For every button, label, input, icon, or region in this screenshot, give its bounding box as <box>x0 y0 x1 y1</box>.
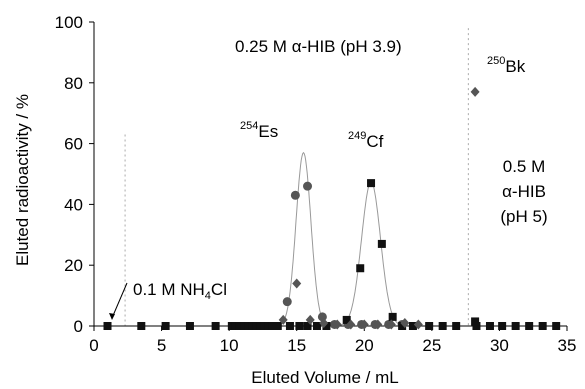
eluent-change-lines <box>124 28 469 326</box>
square-point <box>285 322 294 330</box>
annotation-hib-ph39: 0.25 M α-HIB (pH 3.9) <box>235 37 402 56</box>
y-axis-label: Eluted radioactivity / % <box>13 94 32 266</box>
diamond-point <box>278 314 288 325</box>
square-point <box>398 322 407 330</box>
x-tick-label: 35 <box>558 336 577 355</box>
square-point <box>498 322 507 330</box>
square-point <box>322 322 331 330</box>
square-point <box>342 315 351 324</box>
square-point <box>260 322 269 330</box>
square-point <box>103 322 112 330</box>
circle-point <box>282 297 292 307</box>
square-point <box>312 322 321 330</box>
x-tick-label: 30 <box>490 336 509 355</box>
x-axis-label: Eluted Volume / mL <box>251 368 398 387</box>
y-tick-label: 80 <box>64 74 83 93</box>
diamond-point <box>413 319 423 330</box>
square-point <box>525 322 534 330</box>
diamond-point <box>359 319 369 330</box>
square-point <box>485 322 494 330</box>
square-point <box>356 264 365 273</box>
circle-point <box>303 181 313 191</box>
square-point <box>295 322 304 330</box>
annotation-nh4cl-text: 0.1 M NH4Cl <box>133 280 227 302</box>
arrow-head-icon <box>109 313 115 320</box>
annotation-hib-ph5-line1: 0.5 M <box>503 157 546 176</box>
square-point <box>268 322 277 330</box>
square-point <box>235 322 244 330</box>
diamond-point <box>373 319 383 330</box>
tick-labels: 0 5 10 15 20 25 30 35 0 20 40 60 80 100 <box>55 13 577 355</box>
square-point <box>452 322 461 330</box>
peak-fit-curves <box>273 151 409 327</box>
square-point <box>377 239 386 248</box>
annotation-hib-ph5-line2: α-HIB <box>502 182 546 201</box>
diamond-point <box>319 317 329 328</box>
x-tick-label: 15 <box>287 336 306 355</box>
diamond-point <box>346 319 356 330</box>
square-point <box>185 322 194 330</box>
x-tick-label: 0 <box>89 336 98 355</box>
y-tick-label: 0 <box>74 317 83 336</box>
square-point <box>264 322 273 330</box>
square-point <box>137 322 146 330</box>
square-point <box>472 322 481 330</box>
label-bk-250: 250Bk <box>487 55 526 76</box>
label-cf-249: 249Cf <box>348 130 384 151</box>
square-point <box>256 322 265 330</box>
diamond-point <box>386 319 396 330</box>
square-point <box>211 322 220 330</box>
diamond-point <box>332 319 342 330</box>
square-point <box>231 322 240 330</box>
square-point <box>511 322 520 330</box>
peak-fit-line <box>333 180 409 327</box>
circle-point <box>290 190 300 200</box>
y-tick-label: 100 <box>55 13 83 32</box>
square-point <box>471 317 480 326</box>
square-point <box>248 322 257 330</box>
square-point <box>303 322 312 330</box>
square-point <box>240 322 249 330</box>
diamond-point <box>470 86 480 97</box>
diamond-point <box>305 314 315 325</box>
data-points <box>103 86 561 330</box>
annotation-hib-ph5-line3: (pH 5) <box>500 207 547 226</box>
diamond-point <box>292 278 302 289</box>
square-point <box>244 322 253 330</box>
square-point <box>552 322 561 330</box>
square-point <box>273 322 282 330</box>
y-tick-label: 60 <box>64 135 83 154</box>
square-point <box>388 312 397 321</box>
x-tick-label: 25 <box>422 336 441 355</box>
y-tick-label: 40 <box>64 195 83 214</box>
y-tick-label: 20 <box>64 256 83 275</box>
square-point <box>161 322 170 330</box>
label-es-254: 254Es <box>240 120 278 141</box>
square-point <box>252 322 261 330</box>
square-point <box>425 322 434 330</box>
annotation-arrow <box>111 282 128 319</box>
x-tick-label: 20 <box>355 336 374 355</box>
x-tick-label: 10 <box>220 336 239 355</box>
peak-fit-line <box>273 151 334 327</box>
diamond-point <box>400 317 410 328</box>
annotation-nh4cl: 0.1 M NH4Cl <box>109 280 227 320</box>
square-point <box>227 322 236 330</box>
square-point <box>438 322 447 330</box>
annotation-hib-ph5: 0.5 M α-HIB (pH 5) <box>500 157 547 226</box>
square-point <box>408 322 417 330</box>
square-point <box>367 179 376 188</box>
square-point <box>538 322 547 330</box>
x-tick-label: 5 <box>157 336 166 355</box>
